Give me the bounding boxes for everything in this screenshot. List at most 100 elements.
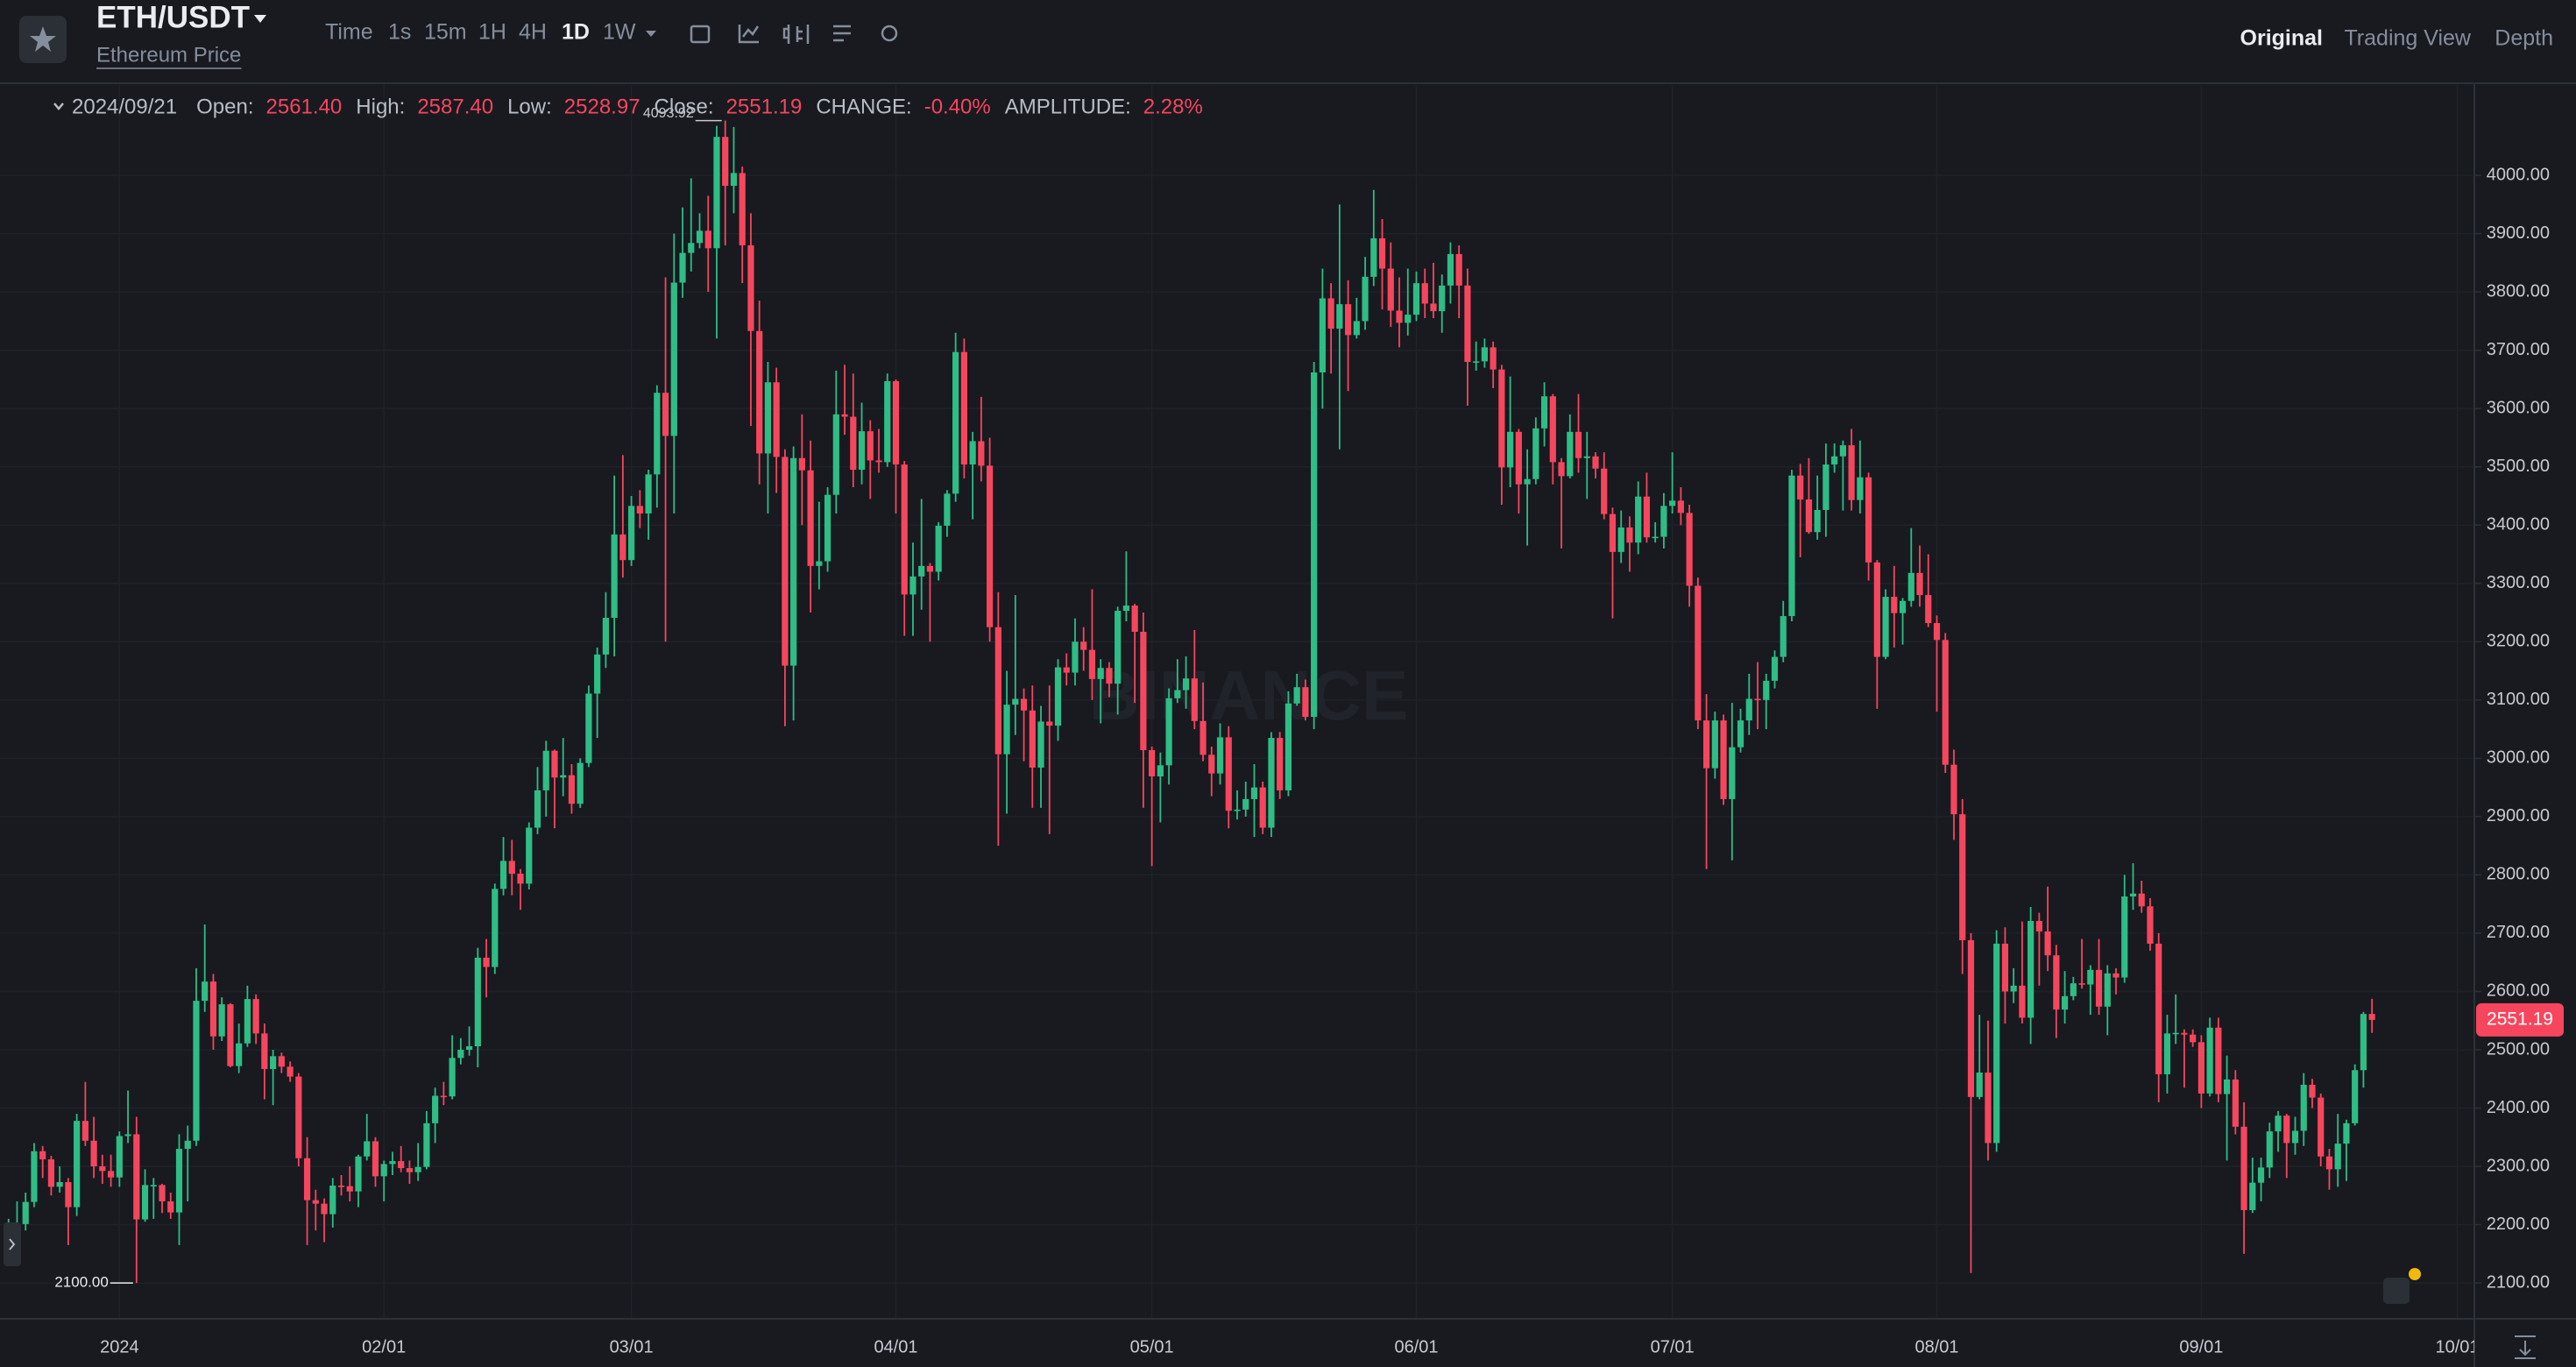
candle-body	[1157, 765, 1164, 776]
subtitle-link[interactable]: Ethereum Price	[96, 43, 241, 67]
candle-body	[474, 957, 481, 1046]
candle-body	[1362, 276, 1369, 322]
candle-body	[1558, 462, 1565, 477]
candle-body	[508, 861, 515, 875]
candle-body	[278, 1056, 285, 1067]
candle-body	[1080, 641, 1087, 650]
candle-body	[31, 1151, 38, 1202]
scale-button[interactable]	[2515, 1335, 2536, 1359]
candle-body	[2001, 943, 2009, 992]
view-tab[interactable]: Depth	[2495, 26, 2553, 51]
order-book-button[interactable]	[2383, 1278, 2410, 1304]
interval-dropdown[interactable]	[646, 31, 656, 37]
candle-body	[2300, 1084, 2307, 1131]
y-tick-label: 3100.00	[2487, 690, 2550, 709]
candle-body	[1805, 499, 1813, 533]
candle-body	[1933, 623, 1941, 641]
view-tab[interactable]: Trading View	[2344, 26, 2471, 51]
last-price-label: 2551.19	[2487, 1009, 2553, 1029]
candle-body	[1763, 680, 1770, 700]
candle-body	[1293, 687, 1300, 704]
legend-date: 2024/09/21	[72, 95, 177, 118]
candle-body	[730, 173, 738, 187]
legend-value: 2528.97	[564, 95, 640, 118]
candle-body	[337, 1185, 345, 1187]
layout-icon[interactable]	[833, 25, 851, 42]
candle-body	[969, 441, 976, 465]
candle-body	[2318, 1097, 2325, 1157]
candle-body	[1899, 600, 1907, 613]
price-axis: 2100.00 2200.00 2300.00 2400.00 2500.00 2600.…	[2474, 165, 2550, 1292]
candle-body	[841, 414, 848, 417]
candle-body	[414, 1166, 421, 1172]
candle-body	[2197, 1042, 2204, 1094]
candle-body	[892, 380, 900, 465]
candle-body	[1405, 315, 1412, 323]
candle-body	[688, 243, 695, 253]
chart-type-icon[interactable]	[782, 25, 810, 44]
y-tick-label: 2100.00	[2487, 1272, 2550, 1292]
candle-body	[926, 565, 934, 572]
notification-dot	[2409, 1268, 2421, 1280]
candle-body	[722, 137, 729, 187]
candle-body	[2352, 1070, 2359, 1123]
candle-body	[807, 470, 814, 566]
symbol-dropdown[interactable]	[254, 15, 266, 23]
candle-body	[850, 416, 857, 471]
candle-body	[1327, 298, 1334, 329]
candle-body	[739, 173, 746, 245]
interval-option[interactable]: 1D	[562, 20, 590, 45]
candle-body	[858, 431, 866, 471]
candle-body	[252, 999, 259, 1034]
calendar-icon[interactable]	[690, 25, 711, 44]
symbol[interactable]: ETH/USDT	[96, 0, 250, 34]
interval-option[interactable]: 15m	[424, 20, 467, 45]
candle-body	[2240, 1126, 2247, 1210]
candle-body	[1455, 253, 1462, 286]
candle-body	[1907, 572, 1914, 601]
candle-body	[1344, 304, 1352, 336]
candle-body	[542, 750, 549, 790]
candle-body	[406, 1168, 414, 1172]
candle-body	[1976, 1072, 1983, 1097]
interval-option[interactable]: 4H	[519, 20, 547, 45]
interval-option[interactable]: 1H	[478, 20, 506, 45]
candle-body	[2147, 906, 2154, 944]
candle-body	[1268, 738, 1275, 828]
candle-body	[1609, 514, 1617, 552]
y-tick-label: 2500.00	[2487, 1039, 2550, 1059]
high-marker-label: 4093.92	[643, 106, 694, 121]
y-tick-label: 2600.00	[2487, 981, 2550, 1001]
candle-body	[798, 457, 805, 471]
candle-body	[1669, 500, 1676, 506]
candle-body	[1677, 500, 1684, 514]
candle-body	[602, 618, 609, 655]
indicator-icon[interactable]	[738, 25, 760, 44]
candle-body	[994, 627, 1001, 754]
candle-body	[1797, 475, 1804, 499]
legend-label: Open:	[196, 95, 253, 118]
grid	[0, 85, 2474, 1318]
view-tab[interactable]: Original	[2240, 26, 2323, 51]
legend-collapse[interactable]	[53, 103, 64, 110]
candle-body	[517, 874, 524, 884]
candle-body	[1259, 787, 1266, 828]
candle-body	[1771, 656, 1779, 681]
candle-body	[261, 1033, 268, 1069]
candle-body	[1617, 527, 1624, 552]
candle-body	[952, 351, 959, 494]
sidebar-toggle[interactable]	[4, 1222, 21, 1266]
candle-body	[696, 230, 704, 244]
candle-body	[2283, 1116, 2290, 1144]
candle-body	[2095, 969, 2103, 1007]
interval-option[interactable]: 1W	[603, 20, 636, 45]
candle-body	[2181, 1032, 2188, 1035]
candle-body	[1131, 606, 1138, 633]
candle-body	[1149, 750, 1156, 776]
candle-body	[1284, 703, 1292, 790]
settings-icon[interactable]	[881, 25, 898, 42]
interval-option[interactable]: Time	[325, 20, 373, 45]
candle-body	[2360, 1014, 2367, 1071]
interval-option[interactable]: 1s	[388, 20, 411, 45]
candle-body	[628, 506, 635, 561]
